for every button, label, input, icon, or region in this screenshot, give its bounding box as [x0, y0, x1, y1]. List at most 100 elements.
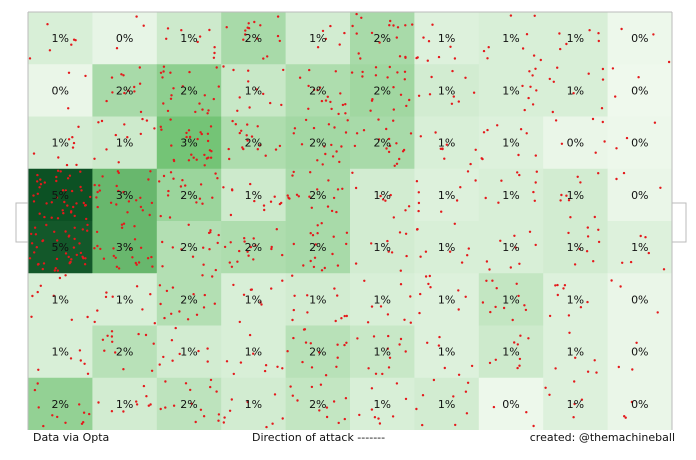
event-dot: [525, 33, 529, 36]
event-dot: [614, 95, 617, 98]
event-dot: [172, 404, 176, 407]
event-dot: [202, 263, 205, 266]
event-dot: [195, 158, 198, 161]
event-dot: [142, 24, 145, 27]
event-dot: [286, 194, 289, 197]
event-dot: [603, 140, 606, 143]
heatmap-cell: [414, 325, 480, 379]
cell-value-label: 2%: [309, 84, 326, 97]
event-dot: [370, 305, 374, 308]
event-dot: [81, 255, 84, 258]
event-dot: [111, 340, 114, 343]
event-dot: [133, 225, 136, 228]
heatmap-cell: [350, 12, 415, 65]
event-dot: [355, 12, 358, 16]
event-dot: [333, 287, 336, 290]
event-dot: [548, 393, 551, 396]
heatmap-cell: [28, 64, 93, 117]
event-dot: [486, 57, 489, 60]
event-dot: [243, 240, 246, 243]
event-dot: [239, 361, 243, 364]
event-dot: [135, 400, 138, 403]
event-dot: [270, 287, 273, 290]
event-dot: [256, 125, 259, 128]
cell-value-label: 1%: [502, 346, 519, 359]
event-dot: [289, 385, 292, 388]
event-dot: [455, 199, 459, 202]
event-dot: [453, 222, 456, 225]
event-dot: [630, 400, 634, 404]
event-dot: [567, 314, 571, 317]
event-dot: [61, 209, 64, 212]
event-dot: [79, 359, 83, 362]
event-dot: [591, 117, 595, 121]
event-dot: [110, 335, 114, 338]
cell-value-label: 1%: [502, 32, 519, 45]
event-dot: [56, 169, 60, 172]
event-dot: [521, 84, 524, 88]
event-dot: [370, 408, 374, 411]
event-dot: [509, 14, 513, 17]
event-dot: [153, 127, 156, 130]
cell-value-label: 2%: [180, 84, 197, 97]
event-dot: [32, 194, 35, 197]
event-dot: [567, 199, 571, 202]
event-dot: [419, 255, 422, 258]
event-dot: [576, 175, 579, 178]
event-dot: [269, 200, 273, 203]
event-dot: [191, 255, 195, 258]
event-dot: [262, 92, 265, 96]
event-dot: [188, 70, 191, 74]
cell-value-label: 1%: [180, 346, 197, 359]
event-dot: [179, 185, 183, 188]
event-dot: [443, 157, 446, 160]
event-dot: [122, 410, 125, 413]
event-dot: [481, 301, 485, 304]
event-dot: [228, 261, 231, 264]
event-dot: [247, 254, 250, 257]
event-dot: [117, 161, 120, 164]
event-dot: [388, 144, 392, 148]
event-dot: [73, 214, 76, 218]
event-dot: [262, 204, 266, 207]
event-dot: [404, 209, 407, 212]
event-dot: [350, 71, 354, 74]
event-dot: [152, 342, 155, 345]
event-dot: [417, 201, 421, 205]
event-dot: [572, 416, 575, 419]
event-dot: [559, 199, 562, 202]
event-dot: [165, 289, 169, 293]
event-dot: [484, 196, 487, 200]
event-dot: [379, 305, 383, 308]
event-dot: [117, 171, 121, 175]
event-dot: [494, 358, 497, 361]
cell-value-label: 0%: [116, 32, 133, 45]
cell-value-label: 2%: [245, 137, 262, 150]
event-dot: [126, 136, 129, 139]
event-dot: [313, 256, 317, 259]
event-dot: [532, 54, 536, 57]
event-dot: [489, 310, 492, 314]
event-dot: [488, 268, 491, 271]
event-dot: [398, 343, 401, 346]
event-dot: [282, 68, 285, 72]
event-dot: [158, 363, 161, 366]
event-dot: [325, 415, 329, 419]
event-dot: [223, 416, 226, 419]
event-dot: [31, 294, 34, 298]
event-dot: [170, 94, 173, 97]
event-dot: [336, 356, 339, 359]
event-dot: [411, 23, 414, 26]
event-dot: [527, 96, 530, 100]
event-dot: [169, 97, 173, 101]
event-dot: [238, 249, 241, 253]
event-dot: [594, 151, 597, 154]
event-dot: [65, 163, 69, 167]
event-dot: [196, 40, 199, 44]
event-dot: [417, 209, 420, 213]
event-dot: [426, 341, 429, 344]
heatmap-cell: [478, 12, 544, 65]
event-dot: [208, 149, 212, 152]
event-dot: [395, 142, 398, 145]
event-dot: [579, 181, 582, 184]
